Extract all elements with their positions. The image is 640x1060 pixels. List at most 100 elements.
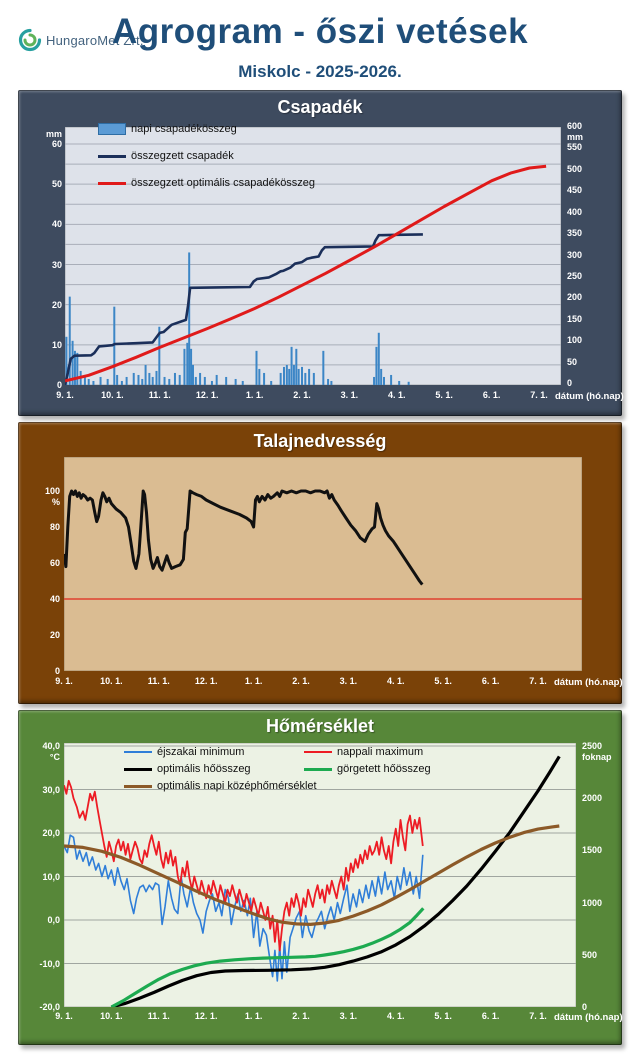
x-tick-label: 2. 1. <box>293 390 311 400</box>
y-axis-unit: mm <box>45 129 62 139</box>
y-axis-label: 30 <box>51 259 62 270</box>
y-axis-label: 500 <box>567 163 583 174</box>
y-axis-label: 0,0 <box>47 915 60 925</box>
y-axis-label: 2000 <box>582 793 603 804</box>
x-tick-label: 2. 1. <box>292 676 310 686</box>
legend-label: görgetett hőösszeg <box>337 763 431 775</box>
x-tick-label: 6. 1. <box>481 1011 500 1021</box>
y-axis-label: 20 <box>51 299 62 310</box>
y-axis-label: 350 <box>567 228 583 239</box>
y-axis-label: 40 <box>51 219 62 230</box>
legend-line-swatch <box>98 181 126 185</box>
legend-item: összegzett optimális csapadékösszeg <box>98 177 315 189</box>
soil-moisture-panel: Talajnedvesség 9. 1. 10. 1. 11. 1. 12. 1. 1.… <box>18 422 623 704</box>
y-axis-label: -20,0 <box>39 1002 60 1012</box>
y-axis-label: 200 <box>567 292 583 303</box>
y-axis-label: 30,0 <box>42 784 60 795</box>
x-tick-label: 9. 1. <box>56 390 74 400</box>
y-axis-label: -10,0 <box>39 958 60 969</box>
y-axis-unit: °C <box>49 752 60 762</box>
soil-moisture-chart-title: Talajnedvesség <box>253 431 387 451</box>
homerseklet-series <box>64 824 560 926</box>
page-title: Agrogram - őszi vetések <box>111 12 529 51</box>
precipitation-chart: 9. 1. 10. 1. 11. 1. 12. 1. 1. 1. 2. 1. 3. 1. 4.… <box>18 90 624 416</box>
y-axis-label: 2500 <box>582 741 603 751</box>
legend-item: nappali maximum <box>304 746 423 758</box>
x-tick-label: 10. 1. <box>101 390 124 400</box>
legend-label: nappali maximum <box>337 746 424 758</box>
y-axis-label: 1500 <box>582 845 603 856</box>
y-axis-label: 0 <box>56 380 62 390</box>
x-tick-label: 5. 1. <box>434 676 452 686</box>
legend-line-swatch <box>98 154 126 158</box>
y-axis-label: 0 <box>567 378 573 388</box>
x-tick-label: 3. 1. <box>339 1011 358 1021</box>
x-tick-label: 7. 1. <box>529 676 547 686</box>
x-tick-label: 3. 1. <box>339 676 358 686</box>
x-tick-label: 11. 1. <box>147 1011 170 1021</box>
talajnedvesseg-plot-area <box>64 457 582 671</box>
legend-item: görgetett hőösszeg <box>304 763 431 775</box>
y-axis-label: 100 <box>44 486 60 496</box>
x-tick-label: 1. 1. <box>245 390 264 400</box>
soil-moisture-chart: 9. 1. 10. 1. 11. 1. 12. 1. 1. 1. 2. 1. 3. 1. 4.… <box>18 422 623 704</box>
legend-line-swatch <box>304 751 332 753</box>
legend-item: optimális napi középhőmérséklet <box>124 780 317 792</box>
y-axis-label: 550 <box>567 142 583 153</box>
precipitation-chart-title: Csapadék <box>277 97 363 117</box>
y-axis-unit: foknap <box>582 752 612 762</box>
x-tick-label: 9. 1. <box>55 676 73 686</box>
csapadek-series <box>65 164 547 383</box>
legend-line-swatch <box>304 767 332 771</box>
y-axis-label: 0 <box>582 1002 588 1012</box>
x-tick-label: 1. 1. <box>244 1011 263 1021</box>
x-tick-label: 3. 1. <box>340 390 359 400</box>
x-tick-label: 5. 1. <box>434 1011 452 1021</box>
homerseklet-series <box>64 779 424 952</box>
y-axis-label: 150 <box>567 313 583 324</box>
x-tick-label: 4. 1. <box>387 676 405 686</box>
y-axis-label: 40,0 <box>42 741 60 751</box>
y-axis-label: 400 <box>567 206 583 217</box>
legend-label: napi csapadékösszeg <box>131 123 237 135</box>
y-axis-label: 80 <box>49 522 60 532</box>
x-tick-label: 12. 1. <box>194 1011 218 1021</box>
legend-bar-swatch <box>98 123 126 135</box>
temperature-chart-title: Hőmérséklet <box>265 716 375 736</box>
y-axis-label: 450 <box>567 185 583 196</box>
x-tick-label: 12. 1. <box>194 676 218 686</box>
y-axis-label: 50 <box>567 356 578 367</box>
x-tick-label: 12. 1. <box>195 390 219 400</box>
x-axis-label: dátum (hó.nap) <box>554 677 623 688</box>
x-tick-label: 6. 1. <box>482 390 501 400</box>
x-tick-label: 11. 1. <box>147 676 170 686</box>
temperature-panel: Hőmérséklet 9. 1. 10. 1. 11. 1. 12. 1. 1. 1.… <box>18 710 623 1045</box>
y-axis-label: 600 <box>567 121 583 131</box>
legend-item: összegzett csapadék <box>98 150 234 162</box>
y-axis-label: 60 <box>49 558 60 568</box>
legend-line-swatch <box>124 751 152 753</box>
x-tick-label: 1. 1. <box>244 676 263 686</box>
y-axis-label: 500 <box>582 949 598 960</box>
y-axis-label: 20 <box>49 630 60 640</box>
page-subtitle: Miskolc - 2025-2026. <box>238 62 402 81</box>
y-axis-unit: mm <box>567 132 584 142</box>
csapadek-plot-area <box>65 127 561 385</box>
legend-label: éjszakai minimum <box>157 746 245 758</box>
x-tick-label: 11. 1. <box>148 390 171 400</box>
logo-text: HungaroMet Zrt. <box>46 32 144 48</box>
legend-item: napi csapadékösszeg <box>98 123 237 135</box>
legend-line-swatch <box>124 767 152 771</box>
talajnedvesseg-series <box>64 489 424 586</box>
hungaromet-logo: HungaroMet Zrt. <box>18 28 144 52</box>
x-tick-label: 10. 1. <box>100 1011 123 1021</box>
legend-label: összegzett csapadék <box>131 150 234 162</box>
y-axis-label: 100 <box>567 335 583 346</box>
y-axis-label: 300 <box>567 249 583 260</box>
x-axis-label: dátum (hó.nap) <box>555 391 624 402</box>
y-axis-label: 10 <box>51 339 62 350</box>
legend-item: optimális hőösszeg <box>124 763 251 775</box>
y-axis-label: 40 <box>49 594 60 604</box>
homerseklet-series <box>64 834 424 982</box>
x-axis-label: dátum (hó.nap) <box>554 1012 623 1023</box>
